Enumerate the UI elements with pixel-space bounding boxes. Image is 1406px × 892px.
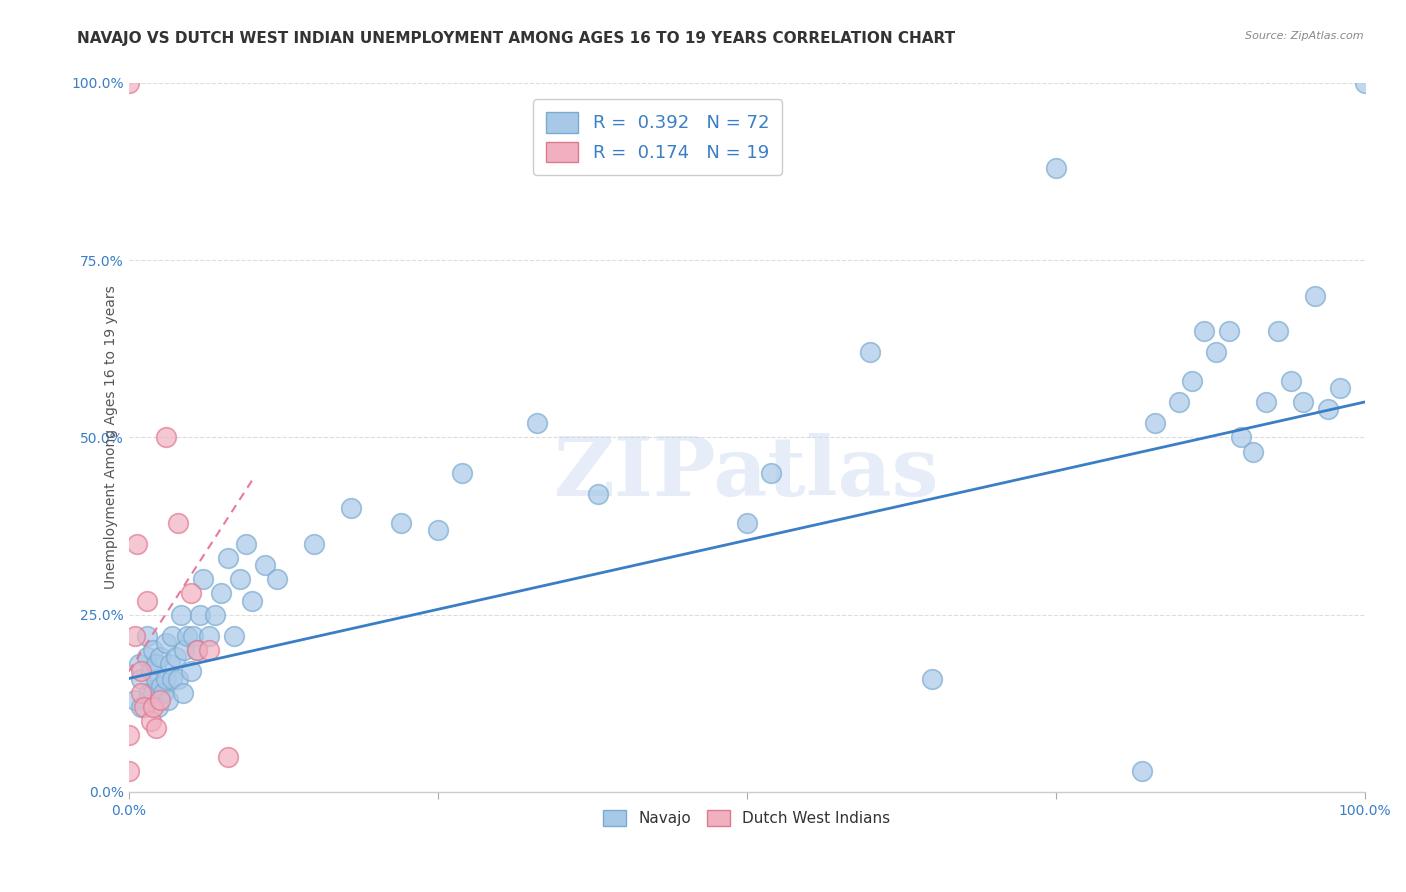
Point: [138, 686, 160, 700]
Point: [266, 572, 288, 586]
Point: [136, 593, 159, 607]
Point: [253, 558, 276, 572]
Point: [118, 728, 141, 742]
Point: [145, 721, 167, 735]
Point: [1130, 764, 1153, 778]
Point: [160, 672, 183, 686]
Point: [1254, 395, 1277, 409]
Point: [149, 693, 172, 707]
Point: [173, 643, 195, 657]
Point: [165, 650, 187, 665]
Point: [302, 537, 325, 551]
Point: [921, 672, 943, 686]
Text: Source: ZipAtlas.com: Source: ZipAtlas.com: [1246, 31, 1364, 41]
Point: [127, 537, 149, 551]
Point: [124, 629, 146, 643]
Point: [181, 629, 204, 643]
Point: [149, 650, 172, 665]
Point: [139, 665, 162, 679]
Point: [129, 686, 152, 700]
Point: [217, 749, 239, 764]
Point: [167, 672, 190, 686]
Point: [1292, 395, 1315, 409]
Point: [588, 487, 610, 501]
Point: [1218, 324, 1240, 338]
Point: [735, 516, 758, 530]
Point: [198, 629, 221, 643]
Point: [1243, 444, 1265, 458]
Point: [136, 629, 159, 643]
Point: [129, 699, 152, 714]
Point: [149, 679, 172, 693]
Point: [148, 699, 170, 714]
Point: [128, 657, 150, 672]
Point: [152, 686, 174, 700]
Point: [526, 417, 548, 431]
Point: [1143, 417, 1166, 431]
Point: [1192, 324, 1215, 338]
Point: [1316, 402, 1339, 417]
Point: [129, 672, 152, 686]
Point: [1181, 374, 1204, 388]
Point: [157, 693, 180, 707]
Point: [451, 466, 474, 480]
Point: [426, 523, 449, 537]
Point: [139, 714, 162, 728]
Point: [167, 516, 190, 530]
Point: [169, 607, 191, 622]
Point: [124, 693, 146, 707]
Point: [180, 586, 202, 600]
Point: [142, 686, 165, 700]
Point: [217, 551, 239, 566]
Point: [1205, 345, 1227, 359]
Point: [155, 430, 177, 444]
Point: [129, 665, 152, 679]
Point: [191, 572, 214, 586]
Point: [198, 643, 221, 657]
Point: [142, 699, 165, 714]
Point: [1045, 161, 1067, 175]
Point: [222, 629, 245, 643]
Point: [160, 629, 183, 643]
Point: [1230, 430, 1253, 444]
Point: [186, 643, 208, 657]
Point: [118, 76, 141, 90]
Point: [118, 764, 141, 778]
Point: [145, 672, 167, 686]
Point: [204, 607, 226, 622]
Point: [159, 657, 181, 672]
Point: [340, 501, 363, 516]
Point: [172, 686, 194, 700]
Y-axis label: Unemployment Among Ages 16 to 19 years: Unemployment Among Ages 16 to 19 years: [104, 285, 118, 590]
Point: [186, 643, 208, 657]
Point: [1303, 288, 1326, 302]
Text: NAVAJO VS DUTCH WEST INDIAN UNEMPLOYMENT AMONG AGES 16 TO 19 YEARS CORRELATION C: NAVAJO VS DUTCH WEST INDIAN UNEMPLOYMENT…: [77, 31, 956, 46]
Point: [761, 466, 783, 480]
Point: [136, 650, 159, 665]
Point: [132, 699, 155, 714]
Point: [155, 672, 177, 686]
Point: [859, 345, 882, 359]
Point: [240, 593, 263, 607]
Point: [1279, 374, 1302, 388]
Point: [235, 537, 257, 551]
Point: [389, 516, 412, 530]
Point: [209, 586, 232, 600]
Point: [176, 629, 198, 643]
Point: [1329, 381, 1351, 395]
Point: [145, 657, 167, 672]
Point: [142, 643, 165, 657]
Point: [180, 665, 202, 679]
Point: [229, 572, 252, 586]
Legend: Navajo, Dutch West Indians: Navajo, Dutch West Indians: [596, 803, 897, 834]
Point: [1267, 324, 1289, 338]
Point: [190, 607, 212, 622]
Point: [155, 636, 177, 650]
Point: [1354, 76, 1376, 90]
Point: [1168, 395, 1191, 409]
Text: ZIPatlas: ZIPatlas: [554, 433, 939, 513]
